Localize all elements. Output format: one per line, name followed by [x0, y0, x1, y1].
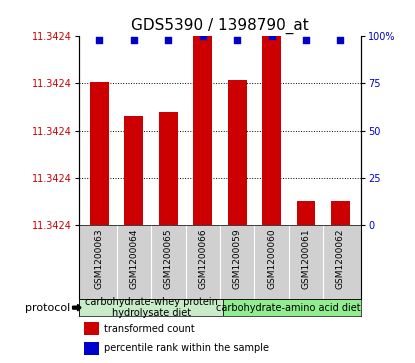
Text: carbohydrate-amino acid diet: carbohydrate-amino acid diet	[217, 303, 361, 313]
Text: carbohydrate-whey protein
hydrolysate diet: carbohydrate-whey protein hydrolysate di…	[85, 297, 217, 318]
Point	[165, 37, 172, 43]
Text: GSM1200066: GSM1200066	[198, 229, 207, 289]
Text: GSM1200063: GSM1200063	[95, 229, 104, 289]
Bar	[90, 82, 109, 225]
Text: GSM1200064: GSM1200064	[129, 229, 139, 289]
Point	[337, 37, 344, 43]
Bar	[159, 112, 178, 225]
Title: GDS5390 / 1398790_at: GDS5390 / 1398790_at	[131, 17, 309, 33]
Point	[234, 37, 240, 43]
Bar	[223, 299, 361, 316]
Bar	[228, 80, 247, 225]
Bar	[331, 200, 350, 225]
Point	[200, 33, 206, 39]
Text: GSM1200059: GSM1200059	[233, 229, 242, 289]
Bar	[85, 322, 99, 335]
Bar	[124, 115, 143, 225]
Text: percentile rank within the sample: percentile rank within the sample	[104, 343, 269, 354]
Text: GSM1200060: GSM1200060	[267, 229, 276, 289]
Text: GSM1200061: GSM1200061	[301, 229, 310, 289]
Text: protocol: protocol	[25, 303, 71, 313]
Bar	[85, 342, 99, 355]
Point	[131, 37, 137, 43]
Point	[268, 33, 275, 39]
Text: GSM1200065: GSM1200065	[164, 229, 173, 289]
Bar	[262, 36, 281, 225]
Point	[96, 37, 103, 43]
Text: GSM1200062: GSM1200062	[336, 229, 345, 289]
Point	[303, 37, 309, 43]
Bar	[193, 36, 212, 225]
Bar	[297, 200, 315, 225]
Text: transformed count: transformed count	[104, 324, 195, 334]
Bar	[79, 299, 223, 316]
